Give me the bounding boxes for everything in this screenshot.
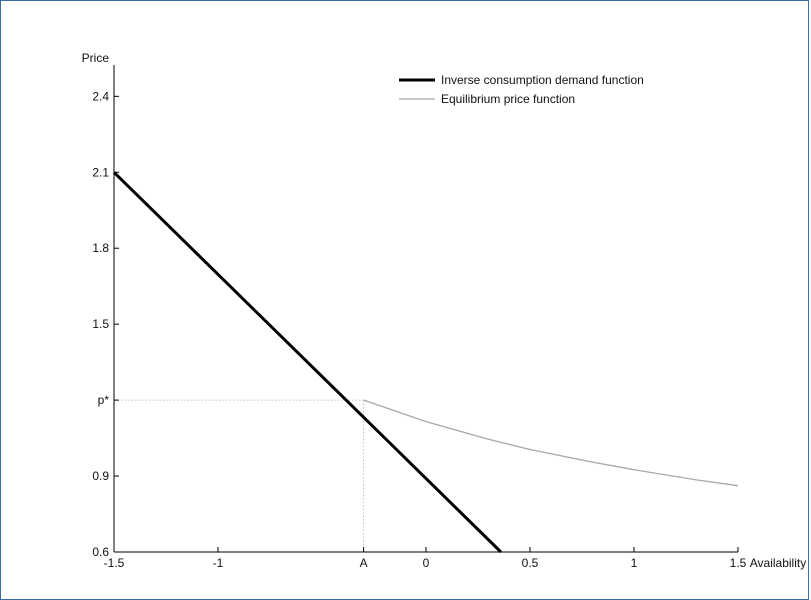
y-tick-label: 0.6 (92, 545, 109, 559)
y-tick-label: 1.5 (92, 317, 109, 331)
legend-label-1: Inverse consumption demand function (441, 73, 644, 87)
y-tick-label: 1.8 (92, 241, 109, 255)
y-tick-label: 2.1 (92, 165, 109, 179)
y-tick-label: 2.4 (92, 89, 109, 103)
x-tick-label: 1 (631, 556, 638, 570)
x-tick-label: -1.5 (104, 556, 125, 570)
legend: Inverse consumption demand function Equil… (399, 73, 644, 106)
legend-label-2: Equilibrium price function (441, 92, 575, 106)
x-tick-label: 0.5 (522, 556, 539, 570)
x-tick-label: 0 (423, 556, 430, 570)
series-lines (112, 171, 739, 554)
reference-lines (114, 399, 365, 552)
x-tick-label: A (360, 556, 368, 570)
y-tick-label: 0.9 (92, 469, 109, 483)
series-line-2 (363, 399, 739, 487)
series-line-1 (112, 171, 502, 554)
y-tick-label: p* (98, 393, 110, 407)
x-axis-title: Availability (750, 556, 806, 570)
x-tick-label: 1.5 (730, 556, 747, 570)
x-tick-label: -1 (213, 556, 224, 570)
axes: 0.6 0.9 p* 1.5 1.8 2.1 2.4 -1.5 -1 A 0 0.5 1 1.5 Price… (82, 51, 807, 570)
y-axis-title: Price (82, 51, 110, 65)
